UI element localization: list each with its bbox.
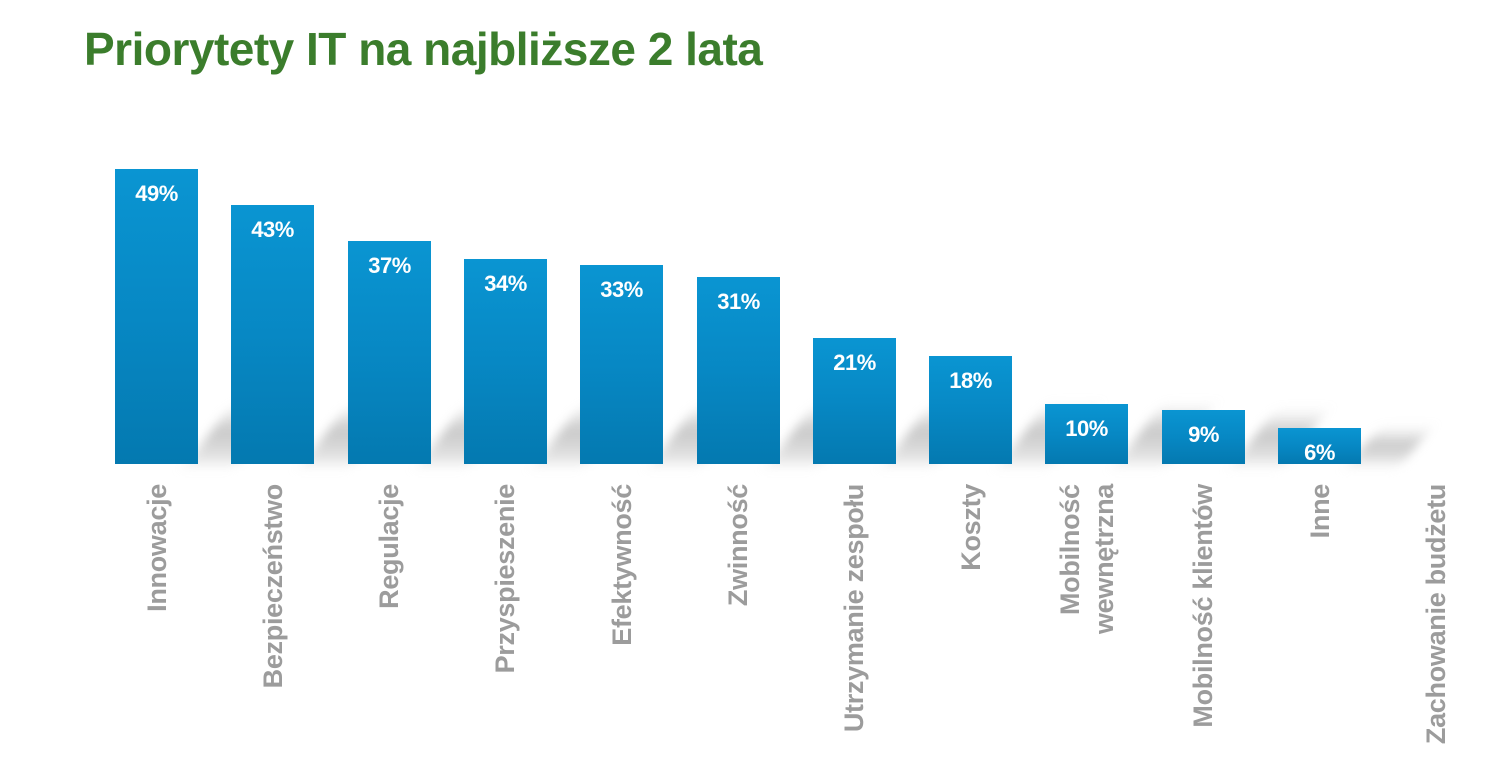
bar-value-label: 9% (1188, 422, 1219, 447)
bar: 9% (1162, 410, 1245, 464)
bar: 33% (580, 265, 663, 464)
category-label: Mobilność wewnętrzna (1055, 484, 1119, 635)
bar-value-label: 21% (833, 350, 876, 375)
category-label: Efektywność (607, 484, 637, 646)
bar-shadow (1351, 428, 1430, 464)
category-label: Regulacje (374, 484, 404, 609)
bar: 31% (697, 277, 780, 464)
bar: 34% (464, 259, 547, 464)
category-label: Przyspieszenie (490, 484, 520, 674)
bar-value-label: 31% (717, 289, 760, 314)
bar-value-label: 49% (135, 181, 178, 206)
bar-value-label: 10% (1065, 416, 1108, 441)
category-label: Zachowanie budżetu (1421, 484, 1451, 745)
category-label: Mobilność klientów (1188, 484, 1218, 728)
category-label: Bezpieczeństwo (258, 484, 288, 689)
bar: 43% (231, 205, 314, 464)
bar-value-label: 37% (368, 253, 411, 278)
bar-value-label: 6% (1304, 440, 1335, 465)
bar-value-label: 34% (484, 271, 527, 296)
category-label: Koszty (956, 484, 986, 571)
bar-value-label: 18% (949, 368, 992, 393)
bar: 49% (115, 169, 198, 464)
bar-value-label: 33% (600, 277, 643, 302)
bar: 10% (1045, 404, 1128, 464)
bar: 37% (348, 241, 431, 464)
category-label: Inne (1305, 484, 1335, 539)
category-label: Zwinność (723, 484, 753, 607)
bar: 6% (1278, 428, 1361, 465)
bar: 18% (929, 356, 1012, 464)
bar-value-label: 43% (251, 217, 294, 242)
category-label: Innowacje (142, 484, 172, 612)
category-label: Utrzymanie zespołu (839, 484, 869, 733)
chart-title: Priorytety IT na najbliższe 2 lata (84, 23, 763, 75)
bar: 21% (813, 338, 896, 464)
